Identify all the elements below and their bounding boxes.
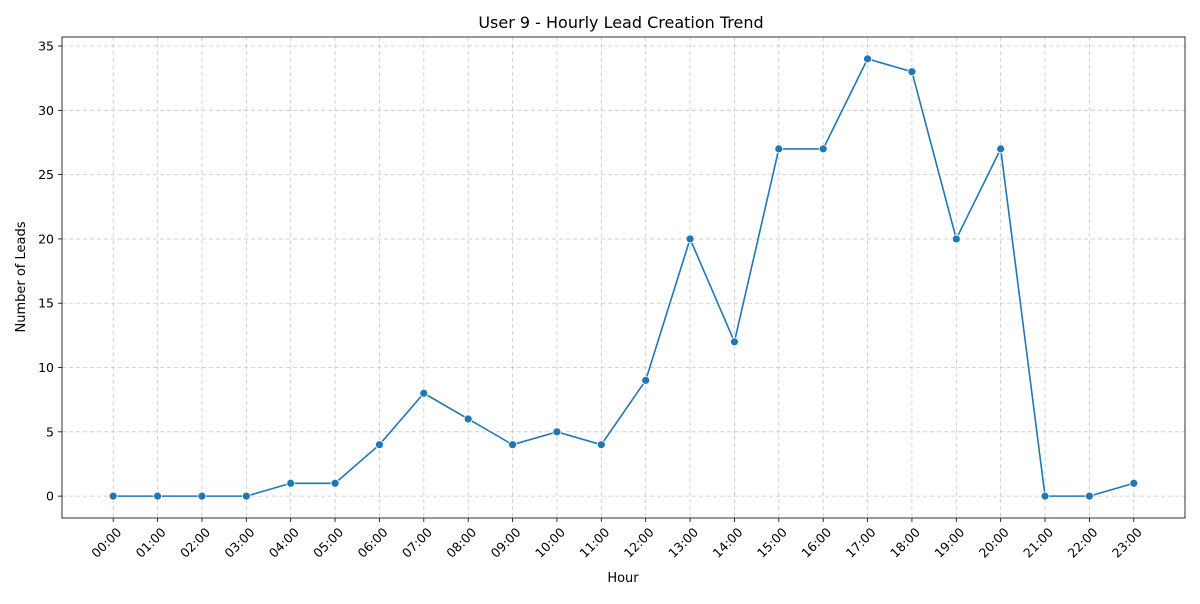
data-point	[730, 337, 739, 347]
y-axis-label: Number of Leads	[14, 221, 29, 332]
data-point	[685, 234, 695, 244]
y-tick-label: 20	[38, 231, 54, 246]
data-point	[907, 67, 917, 77]
data-point	[596, 440, 606, 450]
chart-title: User 9 - Hourly Lead Creation Trend	[478, 13, 763, 32]
series-line	[113, 58, 1135, 497]
grid	[62, 37, 1185, 518]
y-tick-label: 35	[38, 39, 54, 54]
data-point	[419, 388, 429, 398]
y-tick-label: 0	[46, 489, 54, 504]
data-point	[863, 54, 872, 64]
data-point	[1040, 491, 1050, 501]
data-point	[774, 144, 784, 154]
data-point	[552, 427, 562, 437]
y-tick-label: 30	[38, 103, 54, 118]
data-point	[108, 491, 118, 501]
data-point	[641, 375, 651, 385]
data-point	[463, 414, 473, 424]
x-axis-label: Hour	[607, 571, 639, 586]
data-point	[375, 440, 384, 450]
data-point	[818, 144, 828, 154]
data-point	[1129, 478, 1139, 488]
y-tick-label: 5	[46, 424, 54, 439]
y-tick-label: 10	[38, 360, 54, 375]
data-point	[951, 234, 961, 244]
data-point	[241, 491, 251, 501]
data-point	[286, 478, 296, 488]
data-point	[508, 440, 517, 450]
plot-frame	[61, 36, 1186, 519]
data-point	[996, 144, 1006, 154]
data-point	[1085, 491, 1094, 501]
data-point	[153, 491, 162, 501]
y-tick-label: 25	[38, 167, 54, 182]
y-tick-label: 15	[38, 296, 54, 311]
data-point	[330, 478, 340, 488]
data-point	[197, 491, 207, 501]
series	[108, 54, 1139, 501]
